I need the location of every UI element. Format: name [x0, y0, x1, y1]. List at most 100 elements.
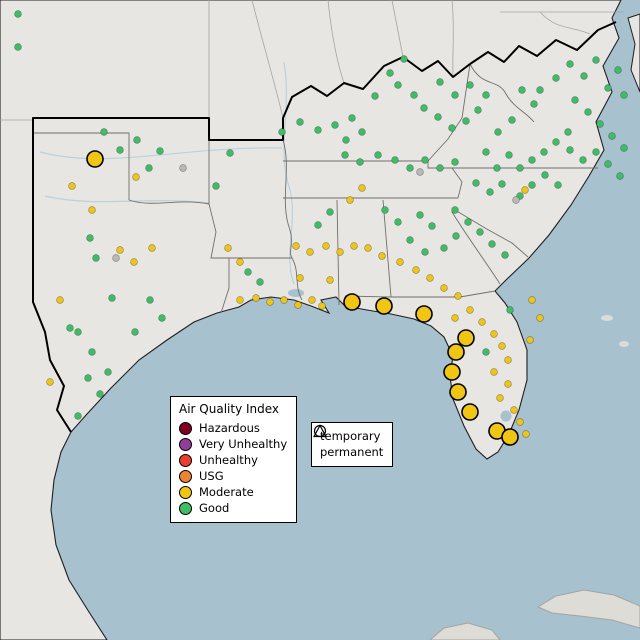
station-dot-good: [451, 206, 459, 214]
station-dot-moderate: [466, 306, 474, 314]
cuba: [536, 589, 640, 629]
station-dot-good: [564, 128, 572, 136]
station-dot-good: [464, 218, 472, 226]
station-dot-moderate: [318, 302, 326, 310]
delmarva-peninsula: [627, 13, 640, 93]
station-dot-good: [476, 228, 484, 236]
station-dot-moderate: [396, 258, 404, 266]
station-dot-moderate: [496, 394, 504, 402]
station-dot-moderate: [236, 258, 244, 266]
station-dot-good: [391, 156, 399, 164]
station-dot-good: [133, 136, 141, 144]
station-dot-good: [84, 374, 92, 382]
aqi-legend-item: Unhealthy: [179, 452, 287, 468]
station-dot-good: [74, 328, 82, 336]
station-dot-missing: [512, 196, 520, 204]
station-dot-moderate: [350, 242, 358, 250]
station-dot-good: [540, 148, 548, 156]
station-dot-good: [421, 248, 429, 256]
station-dot-moderate: [294, 301, 302, 309]
station-dot-good: [14, 10, 22, 18]
station-dot-good: [86, 234, 94, 242]
station-dot-moderate: [252, 294, 260, 302]
station-dot-moderate: [280, 296, 288, 304]
station-type-legend-items: temporary permanent: [312, 424, 383, 460]
station-dot-moderate: [132, 173, 140, 181]
aqi-legend-item: Very Unhealthy: [179, 436, 287, 452]
station-dot-good: [394, 81, 402, 89]
station-dot-good: [518, 86, 526, 94]
lake-okeechobee: [500, 410, 512, 422]
station-dot-good: [386, 69, 394, 77]
station-dot-moderate: [536, 314, 544, 322]
station-dot-good: [472, 179, 480, 187]
station-dot-good: [104, 368, 112, 376]
station-dot-moderate-large: [86, 150, 104, 168]
station-dot-good: [488, 240, 496, 248]
station-dot-good: [226, 149, 234, 157]
station-dot-good: [158, 314, 166, 322]
station-dot-good: [506, 306, 514, 314]
station-dot-good: [342, 136, 350, 144]
station-dot-good: [420, 104, 428, 112]
station-dot-good: [92, 254, 100, 262]
arkansas-river: [39, 147, 283, 160]
station-dot-good: [356, 158, 364, 166]
station-dot-good: [440, 244, 448, 252]
station-dot-moderate: [130, 258, 138, 266]
station-dot-moderate: [504, 356, 512, 364]
station-dot-good: [466, 81, 474, 89]
station-dot-good: [451, 158, 459, 166]
aqi-legend-item: USG: [179, 468, 287, 484]
station-dot-good: [436, 164, 444, 172]
unhealthy-swatch-icon: [179, 453, 192, 467]
rivers: [39, 61, 295, 285]
station-dot-good: [616, 172, 624, 180]
station-dot-moderate-large: [343, 293, 361, 311]
aqi-legend: Air Quality Index Hazardous Very Unhealth…: [170, 396, 298, 523]
station-dot-good: [145, 164, 153, 172]
station-dot-good: [14, 43, 22, 51]
station-dot-good: [244, 268, 252, 276]
station-dot-good: [212, 182, 220, 190]
station-dot-moderate: [412, 266, 420, 274]
station-type-legend-item: permanent: [312, 424, 383, 460]
station-dot-moderate: [308, 296, 316, 304]
station-dot-good: [482, 148, 490, 156]
station-dot-good: [516, 164, 524, 172]
station-dot-good: [256, 278, 264, 286]
station-dot-good: [451, 91, 459, 99]
station-dot-good: [552, 138, 560, 146]
station-dot-moderate: [426, 274, 434, 282]
station-dot-good: [406, 164, 414, 172]
station-dot-good: [348, 114, 356, 122]
station-dot-good: [505, 151, 513, 159]
lake-pontchartrain: [288, 289, 304, 297]
station-dot-moderate: [526, 336, 534, 344]
station-dot-good: [278, 128, 286, 136]
station-dot-moderate: [451, 314, 459, 322]
station-dot-good: [314, 126, 322, 134]
station-dot-good: [436, 78, 444, 86]
station-dot-good: [400, 55, 408, 63]
station-dot-good: [482, 348, 490, 356]
station-dot-moderate: [478, 318, 486, 326]
station-dot-moderate: [336, 248, 344, 256]
station-dot-moderate: [56, 296, 64, 304]
moderate-swatch-icon: [179, 485, 192, 499]
station-dot-moderate: [46, 378, 54, 386]
hazardous-swatch-icon: [179, 421, 192, 435]
station-dot-moderate-large: [415, 305, 433, 323]
station-dot-moderate: [116, 246, 124, 254]
station-dot-moderate-large: [457, 329, 475, 347]
station-dot-good: [494, 128, 502, 136]
station-dot-moderate: [148, 244, 156, 252]
station-dot-moderate-large: [501, 428, 519, 446]
station-dot-moderate: [296, 274, 304, 282]
station-dot-good: [566, 60, 574, 68]
station-dot-good: [410, 91, 418, 99]
station-dot-good: [592, 148, 600, 156]
station-dot-good: [381, 206, 389, 214]
station-dot-good: [528, 181, 536, 189]
